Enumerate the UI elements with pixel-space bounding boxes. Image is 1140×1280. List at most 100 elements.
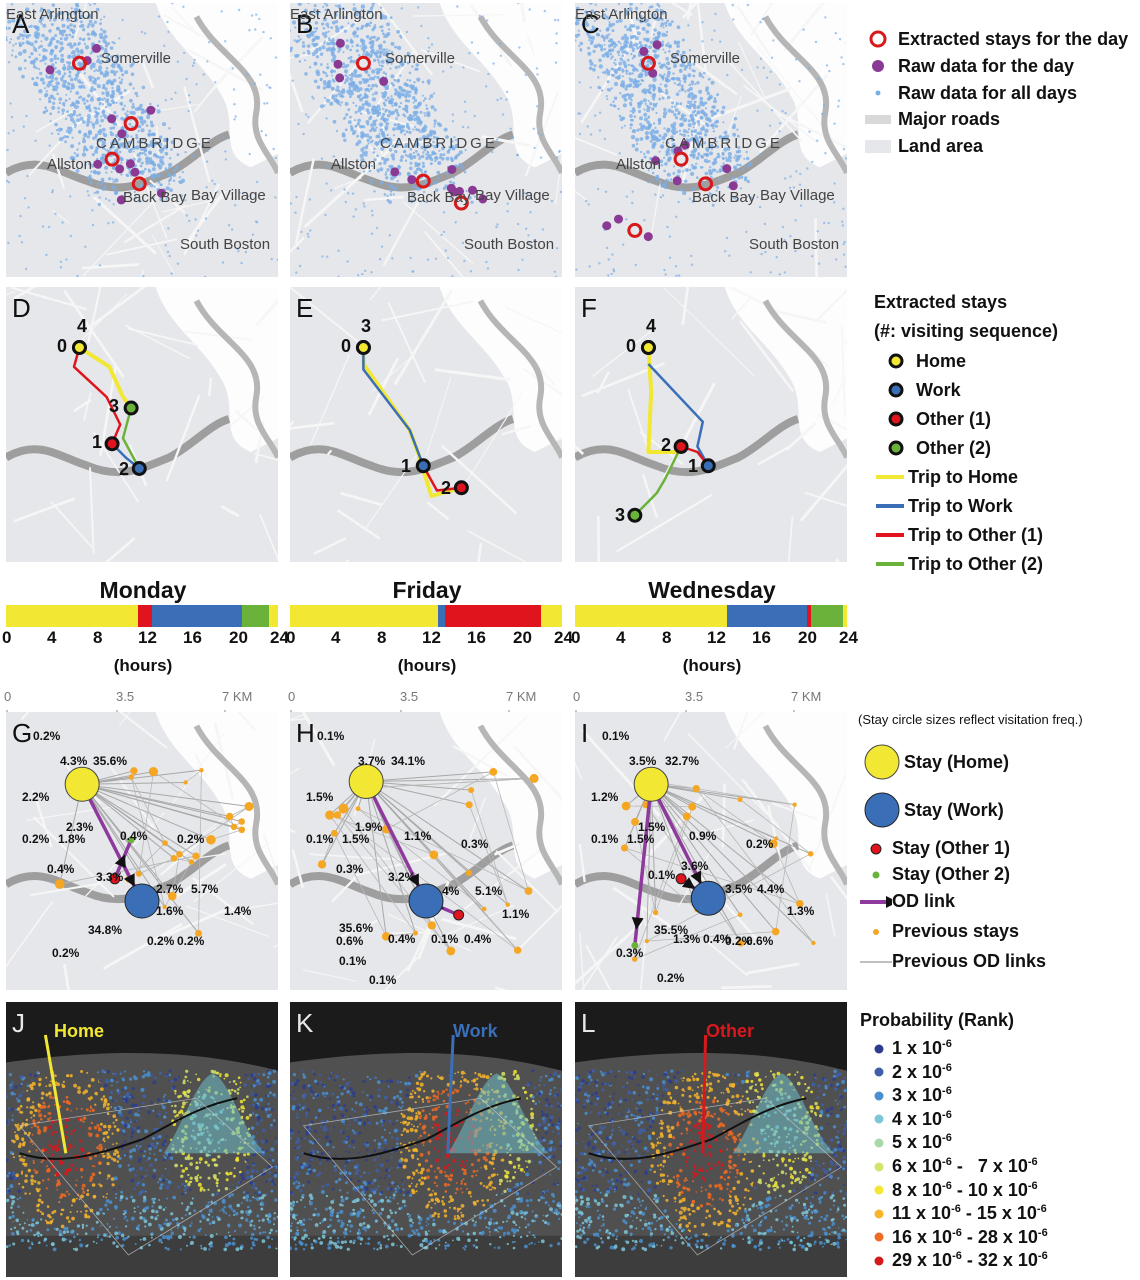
hour-tick: 24 <box>839 628 858 647</box>
place-name: South Boston <box>180 236 271 253</box>
visit-percentage: 35.5% <box>654 923 689 937</box>
map-panel-a: A East Arlington Somerville CAMBRIDGE Allsto… <box>6 3 278 277</box>
visit-percentage: 0.2% <box>52 946 80 960</box>
visit-percentage: 0.2% <box>177 934 205 948</box>
hours-axis-label: (hours) <box>113 656 173 675</box>
visit-percentage: 1.5% <box>306 790 334 804</box>
visit-percentage: 3.5% <box>629 754 657 768</box>
legend-probability-rank: 29 x 10-6 - 32 x 10-6 <box>866 1250 1048 1271</box>
visit-percentage: 0.2% <box>657 971 685 985</box>
visit-percentage: 4.3% <box>60 754 88 768</box>
scale-label: 7 KM <box>791 689 822 704</box>
visit-percentage: 0.3% <box>336 862 364 876</box>
place-name: Somerville <box>101 50 172 67</box>
legend-probability-rank: 4 x 10-6 <box>866 1109 952 1130</box>
panel-label: E <box>296 293 314 323</box>
stay-sequence-number: 1 <box>688 456 699 476</box>
legend-stay-other-1-: Stay (Other 1) <box>860 838 1010 859</box>
legend-probability-rank: 5 x 10-6 <box>866 1132 952 1153</box>
panel-label: K <box>296 1008 314 1038</box>
legend-other-1-: Other (1) <box>876 408 991 430</box>
visit-percentage: 1.1% <box>502 907 530 921</box>
legend-trip-to-home: Trip to Home <box>876 466 1019 487</box>
place-name: Bay Village <box>475 187 550 204</box>
timeline-segment-work <box>437 605 446 627</box>
stay-sequence-number: 0 <box>57 336 68 356</box>
legend-previous-stays: Previous stays <box>860 921 1019 942</box>
peak-label-work: Work <box>453 1021 498 1041</box>
hour-tick: 12 <box>422 628 441 647</box>
visit-percentage: 1.4% <box>224 904 252 918</box>
place-name: East Arlington <box>575 6 668 23</box>
place-name: East Arlington <box>6 6 99 23</box>
legend-previous-od-links: Previous OD links <box>860 951 1047 971</box>
timeline-bar <box>6 605 278 627</box>
scale-label: 0 <box>4 689 12 704</box>
visit-percentage: 0.4% <box>120 829 148 843</box>
hours-axis-label: (hours) <box>397 656 457 675</box>
map-panel-c: C East Arlington Somerville CAMBRIDGE Allsto… <box>575 3 847 277</box>
scale-label: 0 <box>573 689 581 704</box>
visit-percentage: 0.2% <box>22 832 50 846</box>
place-name: Allston <box>331 156 377 173</box>
legend-raw-day: Raw data for the day <box>858 55 1074 77</box>
timeline-segment-home <box>6 605 138 627</box>
place-name: Somerville <box>385 50 456 67</box>
legend-probability-rank: 11 x 10-6 - 15 x 10-6 <box>866 1203 1047 1224</box>
visit-percentage: 5.1% <box>475 884 503 898</box>
place-name: Somerville <box>670 50 741 67</box>
day-title: Monday <box>99 577 187 603</box>
visit-percentage: 1.2% <box>591 790 619 804</box>
stay-sequence-number: 3 <box>361 316 372 336</box>
legend-probability-rank: 8 x 10-6 - 10 x 10-6 <box>866 1180 1038 1201</box>
visit-percentage: 3.7% <box>358 754 386 768</box>
day-title: Wednesday <box>648 577 776 603</box>
visit-percentage: 34.8% <box>88 923 123 937</box>
timeline-segment-home <box>269 605 278 627</box>
timeline-segment-other1 <box>807 605 811 627</box>
place-name: Back Bay <box>407 189 471 206</box>
place-name: South Boston <box>749 236 840 253</box>
place-name: Allston <box>616 156 662 173</box>
timeline-segment-other1 <box>445 605 542 627</box>
visit-percentage: 0.1% <box>431 932 459 946</box>
scale-label: 3.5 <box>400 689 419 704</box>
hour-tick: 20 <box>229 628 248 647</box>
legend-home: Home <box>876 350 966 372</box>
visit-percentage: 0.4% <box>47 862 75 876</box>
hour-tick: 16 <box>752 628 771 647</box>
visit-percentage: 1.8% <box>58 832 86 846</box>
visit-percentage: 0.2% <box>725 934 753 948</box>
visit-percentage: 35.6% <box>93 754 128 768</box>
legend-probability-rank: 3 x 10-6 <box>866 1085 952 1106</box>
visit-percentage: 1.5% <box>627 832 655 846</box>
stay-sequence-number: 3 <box>615 505 626 525</box>
place-name: CAMBRIDGE <box>380 135 498 152</box>
timeline-segment-home <box>290 605 438 627</box>
peak-label-home: Home <box>54 1021 105 1041</box>
hour-tick: 12 <box>138 628 157 647</box>
stay-sequence-number: 0 <box>626 336 637 356</box>
legend-trip-to-other-2-: Trip to Other (2) <box>876 553 1043 574</box>
stay-sequence-number: 2 <box>119 459 130 479</box>
place-name: Back Bay <box>692 189 756 206</box>
hour-tick: 8 <box>93 628 103 647</box>
timeline-segment-other2 <box>241 605 270 627</box>
visit-percentage: 4.4% <box>757 882 785 896</box>
panel-label: I <box>581 718 589 748</box>
visit-percentage: 0.2% <box>177 832 205 846</box>
visit-percentage: 0.4% <box>703 932 731 946</box>
hour-tick: 4 <box>47 628 57 647</box>
timeline-segment-home <box>575 605 727 627</box>
legend-stays-subtitle: (#: visiting sequence) <box>874 321 1059 341</box>
visit-percentage: 0.1% <box>339 954 367 968</box>
visit-percentage: 0.1% <box>648 868 676 882</box>
od-panel-h: H 0.1% 3.7% 34.1% 1.5% 1.9% 0.1% 1.5% 1.1% 0.3% 0.… <box>290 712 562 990</box>
visit-percentage: 3.5% <box>725 882 753 896</box>
scale-label: 7 KM <box>506 689 537 704</box>
hour-tick: 0 <box>2 628 12 647</box>
hour-tick: 0 <box>571 628 581 647</box>
visit-percentage: 1.5% <box>638 820 666 834</box>
